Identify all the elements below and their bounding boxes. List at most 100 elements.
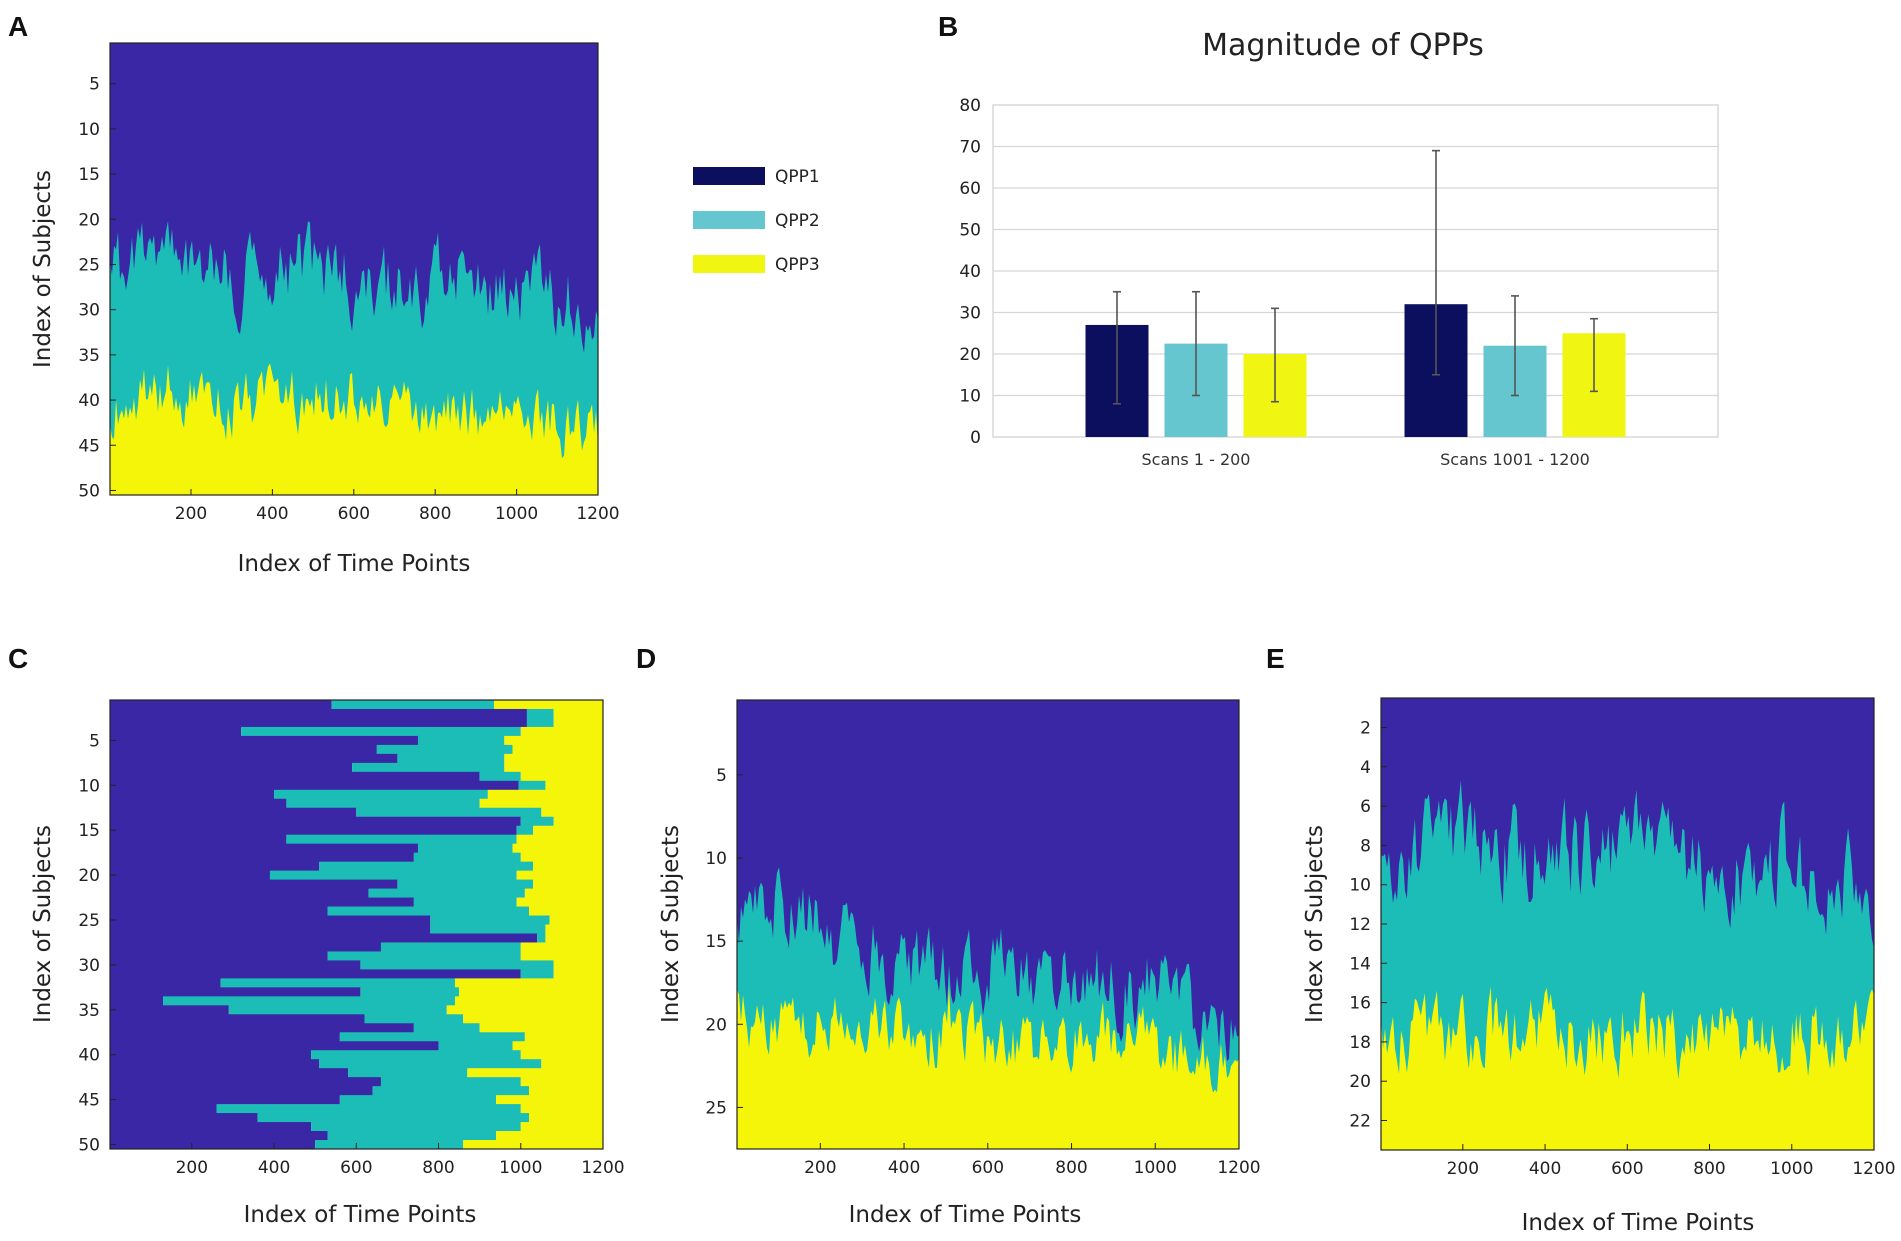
row-38-qpp2 — [339, 1032, 525, 1042]
legend-swatch-qpp1 — [693, 167, 765, 185]
row-46-qpp2 — [216, 1104, 521, 1114]
row-49-qpp2 — [327, 1131, 497, 1141]
row-41-qpp2 — [319, 1059, 542, 1069]
row-34-qpp3 — [454, 996, 603, 1006]
panel-e-letter: E — [1266, 643, 1285, 674]
row-40-qpp3 — [520, 1050, 603, 1060]
row-15-qpp3 — [533, 825, 603, 836]
legend-label-qpp1: QPP1 — [775, 167, 820, 187]
row-27-qpp3 — [545, 933, 603, 943]
row-31-qpp1 — [110, 969, 521, 979]
row-22-qpp2 — [368, 888, 525, 899]
row-45-qpp2 — [339, 1095, 497, 1105]
row-40-qpp2 — [311, 1050, 521, 1060]
row-12-qpp1 — [110, 798, 287, 809]
row-49-qpp1 — [110, 1131, 328, 1141]
row-14-qpp1 — [110, 816, 521, 827]
row-30-qpp2 — [360, 960, 554, 970]
panel-b-letter: B — [938, 11, 958, 42]
row-44-qpp3 — [528, 1086, 603, 1096]
row-18-qpp3 — [520, 852, 603, 863]
panel-a-ytick-label: 5 — [89, 75, 100, 95]
row-39-qpp3 — [512, 1041, 603, 1051]
panel-c-ytick-label: 35 — [78, 1001, 100, 1021]
panel-a-xtick-label: 200 — [175, 504, 207, 524]
row-23-qpp2 — [413, 897, 517, 908]
panel-e: E 200 400 600 800 1000 1200 2 4 6 8 10 12 14 16 18 20 22… — [1266, 643, 1896, 1236]
panel-d-xtick-label: 200 — [804, 1158, 836, 1178]
panel-e-ytick-label: 16 — [1349, 994, 1371, 1014]
row-8-qpp1 — [110, 762, 353, 773]
row-16-qpp2 — [286, 834, 517, 845]
row-39-qpp2 — [438, 1041, 513, 1051]
panel-a-ytick-label: 35 — [78, 346, 100, 366]
row-29-qpp1 — [110, 951, 328, 961]
legend-swatch-qpp2 — [693, 211, 765, 229]
panel-b-chart: 0 10 20 30 40 50 60 70 80 Scans 1 - 200 Scans 1001… — [959, 96, 1719, 469]
panel-c-ytick-label: 50 — [78, 1136, 100, 1156]
row-1-qpp1 — [110, 700, 332, 710]
row-2-qpp3 — [553, 708, 603, 719]
row-1-qpp3 — [494, 700, 603, 710]
panel-a-xlabel: Index of Time Points — [238, 551, 471, 577]
row-37-qpp1 — [110, 1023, 414, 1033]
row-7-qpp1 — [110, 753, 398, 764]
panel-b-ytick-label: 0 — [970, 428, 981, 448]
panel-c-xtick-label: 1000 — [499, 1158, 542, 1178]
heatmap-region-qpp3 — [737, 985, 1239, 1149]
panel-c-ticks: 200 400 600 800 1000 1200 5 10 15 20 25 30 35 40 45 50 — [78, 731, 624, 1178]
row-10-qpp1 — [110, 780, 519, 791]
panel-e-ytick-label: 10 — [1349, 876, 1371, 896]
panel-c-ytick-label: 20 — [78, 866, 100, 886]
panel-b-ytick-label: 40 — [959, 262, 981, 282]
panel-d-ytick-label: 5 — [716, 766, 727, 786]
row-25-qpp1 — [110, 915, 431, 925]
panel-a-ytick-label: 40 — [78, 391, 100, 411]
panel-b-title: Magnitude of QPPs — [1202, 28, 1484, 63]
row-46-qpp1 — [110, 1104, 217, 1114]
row-33-qpp1 — [110, 987, 361, 997]
row-6-qpp3 — [512, 744, 603, 755]
panel-a-letter: A — [8, 11, 28, 42]
row-42-qpp3 — [467, 1068, 603, 1078]
row-13-qpp2 — [356, 807, 542, 818]
panel-a-xtick-label: 1200 — [576, 504, 619, 524]
row-9-qpp1 — [110, 771, 480, 782]
panel-c-letter: C — [8, 643, 28, 674]
row-28-qpp2 — [380, 942, 521, 952]
row-34-qpp2 — [163, 996, 455, 1006]
row-19-qpp1 — [110, 861, 320, 872]
row-15-qpp1 — [110, 825, 517, 836]
row-8-qpp3 — [504, 762, 603, 773]
panel-e-xtick-label: 1000 — [1770, 1159, 1813, 1179]
row-21-qpp2 — [397, 879, 534, 890]
panel-d-ylabel: Index of Subjects — [658, 825, 684, 1023]
panel-b-category-label: Scans 1 - 200 — [1142, 450, 1251, 469]
panel-a-xtick-label: 600 — [338, 504, 370, 524]
panel-e-ytick-label: 4 — [1360, 758, 1371, 778]
row-26-qpp2 — [430, 924, 546, 934]
row-33-qpp2 — [360, 987, 460, 997]
panel-d-xtick-label: 1200 — [1217, 1158, 1260, 1178]
panel-a-ytick-label: 30 — [78, 301, 100, 321]
row-43-qpp2 — [380, 1077, 521, 1087]
panel-b-ytick-label: 80 — [959, 96, 981, 116]
row-28-qpp3 — [520, 942, 603, 952]
row-25-qpp3 — [549, 915, 603, 925]
row-38-qpp3 — [524, 1032, 603, 1042]
row-2-qpp1 — [110, 708, 527, 719]
row-3-qpp1 — [110, 717, 527, 728]
row-42-qpp2 — [348, 1068, 468, 1078]
row-3-qpp3 — [553, 717, 603, 728]
row-5-qpp3 — [504, 735, 603, 746]
panel-e-ytick-label: 20 — [1349, 1072, 1371, 1092]
panel-e-ytick-label: 8 — [1360, 836, 1371, 856]
row-32-qpp3 — [454, 978, 603, 988]
row-9-qpp2 — [479, 771, 521, 782]
panel-a-ytick-label: 45 — [78, 436, 100, 456]
row-38-qpp1 — [110, 1032, 340, 1042]
row-21-qpp3 — [533, 879, 603, 890]
row-4-qpp3 — [520, 726, 603, 737]
row-20-qpp3 — [516, 870, 603, 881]
panel-e-ytick-label: 6 — [1360, 797, 1371, 817]
